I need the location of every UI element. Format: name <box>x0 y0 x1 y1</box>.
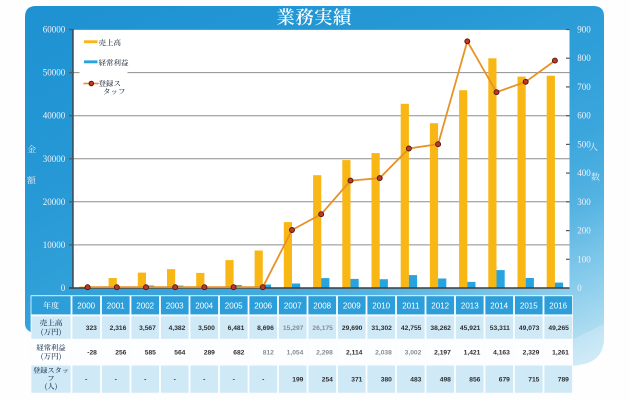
svg-text:2013: 2013 <box>461 301 479 310</box>
svg-text:812: 812 <box>263 350 274 357</box>
svg-text:254: 254 <box>322 377 333 384</box>
svg-text:60000: 60000 <box>43 25 66 35</box>
svg-text:20000: 20000 <box>43 197 66 207</box>
svg-text:500: 500 <box>577 139 591 149</box>
svg-text:2016: 2016 <box>549 301 567 310</box>
svg-text:42,755: 42,755 <box>401 325 422 332</box>
svg-text:2,114: 2,114 <box>346 350 363 357</box>
svg-text:38,262: 38,262 <box>430 325 451 332</box>
svg-text:300: 300 <box>577 197 591 207</box>
svg-text:3,002: 3,002 <box>405 350 422 357</box>
svg-text:2012: 2012 <box>431 301 449 310</box>
svg-text:3,500: 3,500 <box>198 325 215 332</box>
svg-text:2003: 2003 <box>166 301 184 310</box>
svg-text:585: 585 <box>145 350 156 357</box>
svg-text:1,421: 1,421 <box>464 350 481 357</box>
svg-text:2000: 2000 <box>77 301 95 310</box>
svg-text:1,054: 1,054 <box>287 350 304 357</box>
svg-text:2,316: 2,316 <box>110 325 127 332</box>
svg-text:498: 498 <box>440 377 451 384</box>
svg-text:256: 256 <box>115 350 126 357</box>
svg-text:-: - <box>144 377 146 384</box>
svg-text:2014: 2014 <box>490 301 508 310</box>
svg-text:3,567: 3,567 <box>139 325 156 332</box>
svg-text:800: 800 <box>577 53 591 63</box>
svg-text:789: 789 <box>558 377 569 384</box>
svg-text:323: 323 <box>86 325 97 332</box>
svg-text:-: - <box>174 377 176 384</box>
svg-text:-: - <box>262 377 264 384</box>
svg-text:600: 600 <box>577 111 591 121</box>
svg-text:2,197: 2,197 <box>434 350 451 357</box>
svg-text:700: 700 <box>577 82 591 92</box>
svg-text:-: - <box>115 377 117 384</box>
svg-text:2006: 2006 <box>254 301 272 310</box>
svg-text:30000: 30000 <box>43 154 66 164</box>
svg-text:856: 856 <box>469 377 480 384</box>
svg-text:2,038: 2,038 <box>375 350 392 357</box>
svg-text:380: 380 <box>381 377 392 384</box>
svg-text:2,298: 2,298 <box>316 350 333 357</box>
svg-text:4,163: 4,163 <box>493 350 510 357</box>
svg-text:199: 199 <box>292 377 303 384</box>
svg-text:1,261: 1,261 <box>552 350 569 357</box>
svg-text:2010: 2010 <box>372 301 390 310</box>
svg-text:371: 371 <box>351 377 362 384</box>
svg-text:2009: 2009 <box>343 301 361 310</box>
svg-text:2005: 2005 <box>225 301 243 310</box>
svg-text:2011: 2011 <box>402 301 420 310</box>
svg-text:29,690: 29,690 <box>342 325 363 332</box>
svg-text:2002: 2002 <box>136 301 154 310</box>
svg-text:6,481: 6,481 <box>228 325 245 332</box>
svg-text:715: 715 <box>528 377 539 384</box>
svg-text:15,297: 15,297 <box>283 325 304 332</box>
svg-text:2007: 2007 <box>284 301 302 310</box>
svg-text:2015: 2015 <box>520 301 538 310</box>
svg-text:50000: 50000 <box>43 68 66 78</box>
svg-text:2008: 2008 <box>313 301 331 310</box>
svg-text:682: 682 <box>233 350 244 357</box>
svg-text:-: - <box>85 377 87 384</box>
svg-text:40000: 40000 <box>43 111 66 121</box>
svg-text:289: 289 <box>204 350 215 357</box>
svg-text:200: 200 <box>577 226 591 236</box>
svg-text:26,175: 26,175 <box>312 325 333 332</box>
svg-text:-28: -28 <box>87 350 97 357</box>
svg-text:49,265: 49,265 <box>548 325 569 332</box>
svg-text:-: - <box>233 377 235 384</box>
svg-text:900: 900 <box>577 25 591 35</box>
svg-text:679: 679 <box>499 377 510 384</box>
svg-text:400: 400 <box>577 168 591 178</box>
svg-text:49,073: 49,073 <box>519 325 540 332</box>
svg-text:483: 483 <box>410 377 421 384</box>
svg-text:53,311: 53,311 <box>490 325 510 332</box>
svg-text:2001: 2001 <box>107 301 125 310</box>
svg-text:10000: 10000 <box>43 240 66 250</box>
svg-text:8,696: 8,696 <box>257 325 274 332</box>
svg-text:0: 0 <box>577 283 582 293</box>
svg-text:2,329: 2,329 <box>523 350 540 357</box>
svg-text:4,382: 4,382 <box>169 325 186 332</box>
svg-text:2004: 2004 <box>195 301 213 310</box>
svg-text:564: 564 <box>174 350 185 357</box>
svg-text:-: - <box>203 377 205 384</box>
svg-text:45,921: 45,921 <box>460 325 481 332</box>
svg-text:31,302: 31,302 <box>371 325 392 332</box>
svg-text:100: 100 <box>577 254 591 264</box>
svg-text:0: 0 <box>61 283 66 293</box>
